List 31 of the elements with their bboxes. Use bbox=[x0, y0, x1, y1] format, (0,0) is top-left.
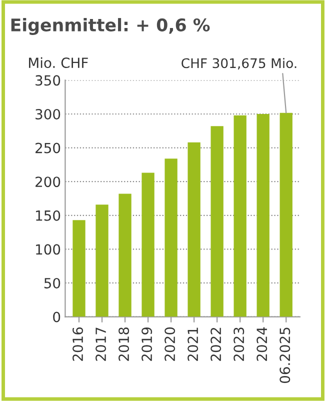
x-tick-label: 2024 bbox=[256, 327, 268, 361]
y-tick-label: 200 bbox=[36, 176, 60, 188]
x-tick-label: 2022 bbox=[210, 328, 222, 361]
bar bbox=[118, 194, 132, 317]
x-tick-label: 2020 bbox=[164, 327, 176, 361]
bar bbox=[72, 220, 86, 317]
x-tick-label: 2017 bbox=[96, 328, 106, 361]
bar bbox=[280, 112, 292, 317]
y-tick-label: 150 bbox=[36, 210, 60, 221]
bar bbox=[256, 114, 270, 317]
y-tick-label: 100 bbox=[36, 244, 60, 255]
bar bbox=[210, 126, 224, 317]
bar bbox=[164, 158, 178, 317]
y-tick-label: 250 bbox=[36, 142, 60, 154]
bar bbox=[96, 204, 108, 317]
bar bbox=[234, 115, 246, 317]
x-tick-label: 06.2025 bbox=[280, 328, 290, 384]
chart-title: Eigenmittel: + 0,6 % bbox=[11, 18, 210, 35]
y-axis-title: Mio. CHF bbox=[29, 57, 88, 68]
bar bbox=[142, 172, 154, 317]
x-tick-label: 2018 bbox=[118, 327, 130, 361]
bar bbox=[188, 142, 200, 317]
x-tick-label: 2023 bbox=[234, 328, 244, 361]
annotation: CHF 301,675 Mio. bbox=[182, 58, 296, 70]
y-tick-label: 0 bbox=[53, 312, 60, 322]
x-tick-label: 2019 bbox=[142, 327, 152, 361]
y-tick-label: 50 bbox=[44, 278, 60, 288]
y-tick-label: 350 bbox=[36, 75, 60, 86]
y-tick-label: 300 bbox=[36, 108, 60, 120]
x-tick-label: 2016 bbox=[72, 327, 84, 361]
x-tick-label: 2021 bbox=[188, 328, 198, 361]
